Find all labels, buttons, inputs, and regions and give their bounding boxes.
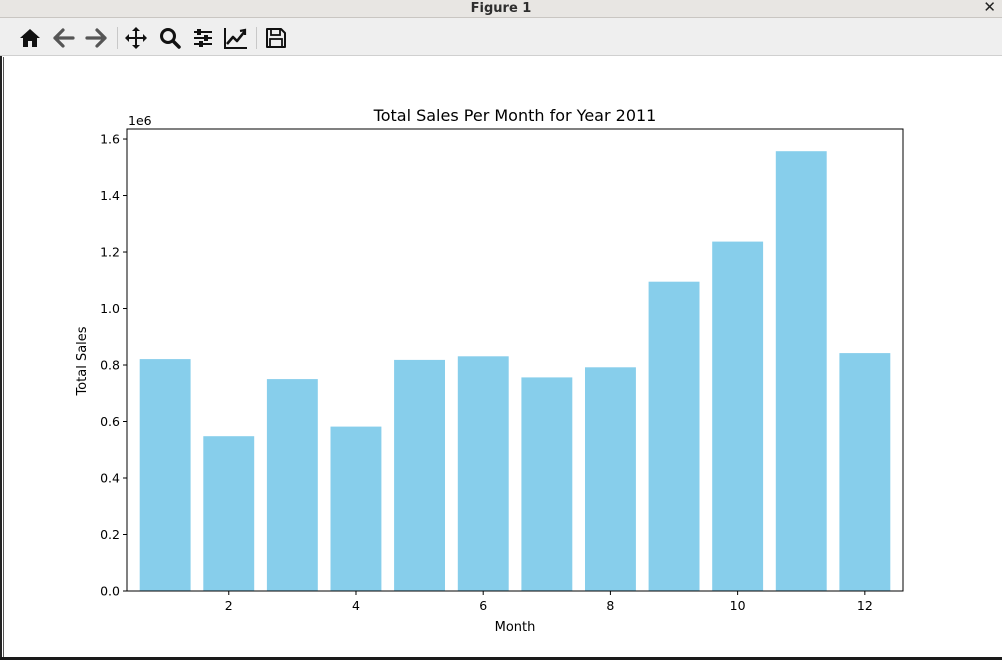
window-frame-left	[0, 56, 2, 660]
y-tick-label: 0.4	[100, 471, 120, 486]
title-bar[interactable]: Figure 1 ✕	[0, 0, 1002, 18]
bar-month-6	[457, 356, 509, 591]
home-button[interactable]	[16, 24, 44, 52]
configure-subplots-button[interactable]	[189, 24, 217, 52]
x-tick-label: 12	[857, 598, 873, 613]
bar-month-4	[330, 426, 382, 591]
edit-axis-button[interactable]	[222, 24, 250, 52]
window-frame-bottom	[0, 657, 1002, 660]
x-ticks-group: 2 4 6 8 10 12	[225, 591, 873, 613]
toolbar-separator	[117, 27, 118, 49]
x-tick-label: 10	[730, 598, 746, 613]
plot-area-frame	[126, 128, 904, 592]
zoom-magnifier-icon	[160, 28, 181, 49]
toolbar-separator	[256, 27, 257, 49]
forward-arrow-icon	[85, 28, 107, 48]
save-button[interactable]	[262, 24, 290, 52]
y-tick-label: 1.2	[100, 245, 120, 260]
bars-group	[139, 151, 891, 591]
y-tick-label: 1.4	[100, 188, 120, 203]
x-tick-label: 8	[606, 598, 614, 613]
configure-subplots-icon	[194, 29, 212, 47]
bar-month-8	[585, 367, 636, 591]
x-axis-label: Month	[495, 620, 536, 635]
edit-axis-icon	[224, 28, 247, 49]
bar-month-9	[648, 281, 700, 591]
back-button[interactable]	[50, 24, 78, 52]
pan-move-icon	[125, 27, 147, 49]
window-title: Figure 1	[470, 1, 532, 16]
y-tick-label: 0.2	[100, 527, 120, 542]
forward-button[interactable]	[82, 24, 110, 52]
bar-month-5	[394, 359, 445, 591]
navigation-toolbar	[0, 18, 1002, 56]
bar-month-7	[521, 377, 573, 591]
bar-month-12	[839, 353, 891, 591]
pan-button[interactable]	[122, 24, 150, 52]
bar-chart[interactable]: Total Sales Per Month for Year 2011 1e6 …	[4, 57, 1002, 660]
y-tick-label: 1.0	[100, 301, 120, 316]
close-icon[interactable]: ✕	[983, 0, 996, 16]
y-tick-label: 1.6	[100, 132, 120, 147]
bar-month-1	[139, 359, 191, 591]
y-tick-label: 0.6	[100, 414, 120, 429]
y-tick-label: 0.0	[100, 584, 120, 599]
home-icon	[20, 29, 40, 47]
back-arrow-icon	[53, 28, 75, 48]
y-axis-offset-label: 1e6	[128, 113, 152, 128]
x-tick-label: 4	[352, 598, 360, 613]
save-floppy-icon	[266, 28, 286, 48]
y-tick-label: 0.8	[100, 358, 120, 373]
bar-month-11	[775, 151, 827, 591]
figure-canvas[interactable]: Total Sales Per Month for Year 2011 1e6 …	[3, 57, 1002, 660]
bar-month-2	[203, 436, 255, 591]
chart-title: Total Sales Per Month for Year 2011	[373, 106, 657, 125]
bar-month-10	[712, 241, 764, 591]
y-ticks-group: 0.0 0.2 0.4 0.6 0.8 1.0 1.2 1.4 1.6	[100, 132, 127, 599]
zoom-button[interactable]	[156, 24, 184, 52]
bar-month-3	[266, 379, 318, 591]
y-axis-label: Total Sales	[75, 326, 90, 396]
x-tick-label: 6	[479, 598, 487, 613]
x-tick-label: 2	[225, 598, 233, 613]
